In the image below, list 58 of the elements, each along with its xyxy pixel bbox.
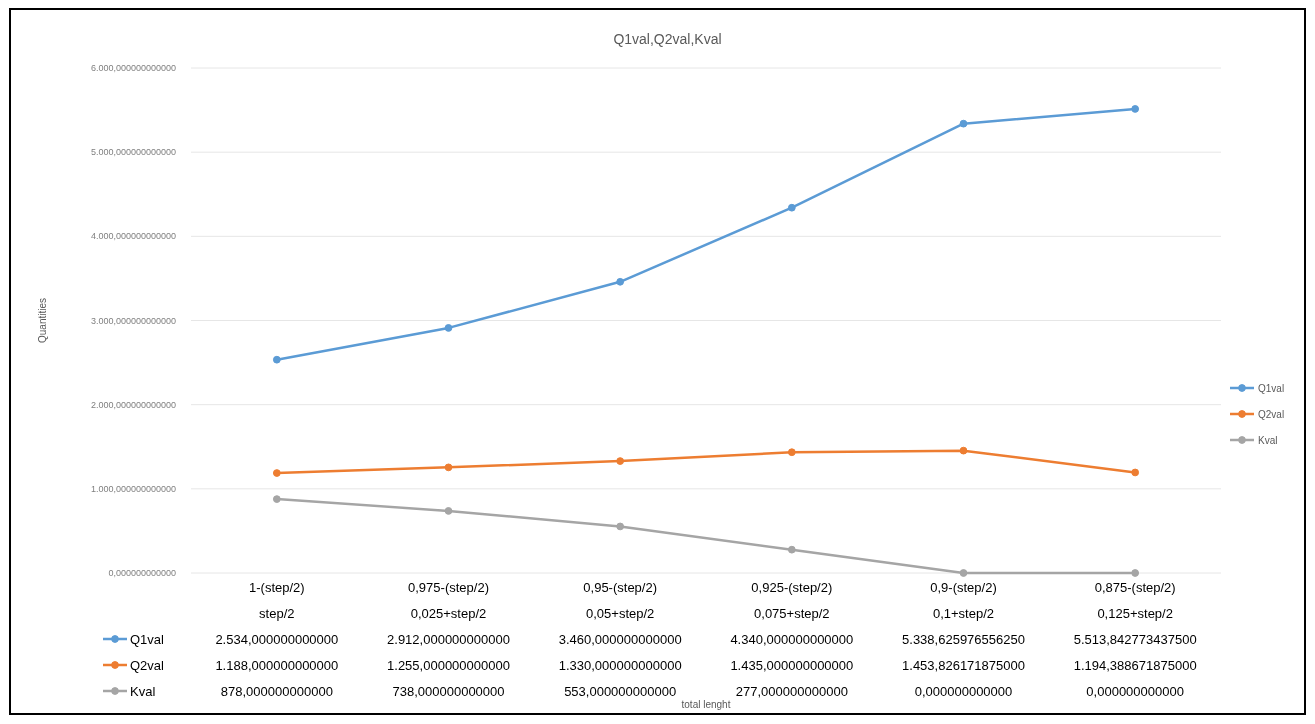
x-tick-label: 0,9-(step/2) 0,1+step/2 [930, 579, 997, 621]
point [959, 119, 968, 128]
point [787, 545, 796, 554]
legend-label: Q2val [1258, 408, 1285, 420]
y-tick-label: 5.000,000000000000 [90, 147, 176, 158]
x-tick-label: 0,925-(step/2) 0,075+step/2 [751, 579, 833, 621]
data-label: 1.330,000000000000 [558, 657, 682, 673]
data-label: 3.460,000000000000 [558, 631, 682, 647]
x-tick-label: 0,975-(step/2) 0,025+step/2 [408, 579, 489, 621]
chart-title: Q1val,Q2val,Kval [613, 31, 722, 47]
x-tick-label: 1-(step/2) step/2 [249, 579, 305, 621]
data-label: 553,000000000000 [564, 683, 677, 699]
y-tick-label: 6.000,000000000000 [90, 63, 176, 74]
point [444, 507, 453, 515]
data-label: 4.340,000000000000 [730, 631, 854, 647]
data-label: 277,000000000000 [735, 683, 848, 699]
point [444, 324, 453, 332]
y-axis-title: Quantities [37, 297, 48, 344]
data-label: 1.194,388671875000 [1073, 657, 1197, 673]
legend-label: Kval [1258, 434, 1278, 446]
text: Q1val [130, 631, 164, 647]
data-label: 2.912,000000000000 [387, 631, 510, 647]
point [272, 495, 281, 503]
data-label: 1.255,000000000000 [387, 657, 510, 673]
data-label: 5.513,842773437500 [1073, 631, 1197, 647]
point [1131, 105, 1140, 113]
data-label: 738,000000000000 [392, 683, 505, 699]
y-tick-label: 3.000,000000000000 [90, 315, 176, 326]
x-tick-label: 0,875-(step/2) 0,125+step/2 [1094, 579, 1176, 621]
point [959, 446, 968, 455]
point [959, 569, 968, 577]
data-label: 5.338,625976556250 [902, 631, 1025, 647]
point [444, 463, 453, 472]
legend-label: Q1val [1258, 382, 1285, 394]
data-label: 1.188,000000000000 [215, 657, 339, 673]
point [616, 277, 625, 286]
y-tick-label: 4.000,000000000000 [90, 231, 176, 242]
y-tick-label: 2.000,000000000000 [90, 399, 176, 410]
point [272, 469, 281, 477]
point [616, 457, 625, 465]
y-tick-label: 1.000,000000000000 [90, 483, 176, 494]
data-label: 0,000000000000 [1086, 683, 1184, 699]
point [787, 203, 796, 212]
point [616, 522, 625, 531]
data-label: 1.435,000000000000 [730, 657, 854, 673]
data-label: 0,000000000000 [914, 683, 1013, 699]
data-label: 2.534,000000000000 [215, 631, 339, 647]
x-tick-label: 0,95-(step/2) 0,05+step/2 [583, 579, 658, 621]
data-label: 1.453,826171875000 [902, 657, 1025, 673]
text: Q2val [130, 657, 164, 673]
data-label: 878,000000000000 [220, 683, 333, 699]
point [272, 355, 281, 364]
point [1131, 468, 1140, 477]
y-tick-label: 0,000000000000 [108, 568, 176, 579]
point [787, 448, 796, 457]
text: Kval [130, 683, 156, 699]
point [1131, 569, 1140, 577]
text: total lenght [681, 699, 731, 710]
